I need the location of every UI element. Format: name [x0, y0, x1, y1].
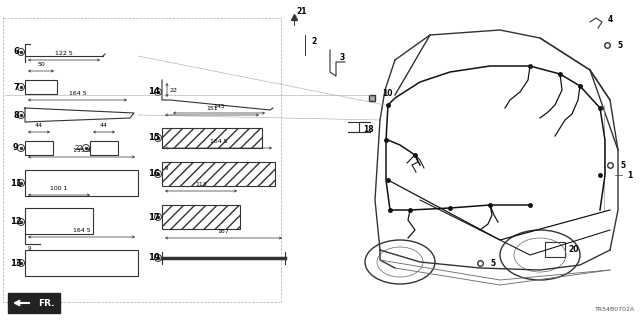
Text: 22: 22	[170, 87, 178, 92]
Text: 100 1: 100 1	[51, 186, 68, 191]
Text: 18: 18	[363, 125, 374, 134]
Text: 5: 5	[620, 161, 625, 170]
Bar	[25, 208, 93, 234]
Text: 4: 4	[608, 15, 613, 25]
Text: 12: 12	[10, 218, 22, 227]
Text: 8: 8	[13, 110, 19, 119]
Text: TR54B0702A: TR54B0702A	[595, 307, 635, 312]
Text: 164 5: 164 5	[73, 228, 90, 233]
Bar	[25, 250, 138, 276]
Bar	[90, 141, 118, 155]
Text: 9: 9	[165, 165, 168, 171]
Bar	[8, 293, 60, 313]
Text: 44: 44	[35, 123, 43, 128]
Text: 6: 6	[13, 47, 19, 57]
Text: 19: 19	[148, 253, 159, 262]
Text: 11: 11	[10, 179, 22, 188]
Bar	[162, 128, 262, 148]
Text: 151: 151	[206, 106, 218, 111]
Text: 44: 44	[100, 123, 108, 128]
Text: 13: 13	[10, 259, 22, 268]
Text: 20: 20	[568, 245, 579, 254]
Text: 22: 22	[75, 145, 84, 151]
Text: 21: 21	[296, 6, 307, 15]
Text: 16: 16	[148, 170, 160, 179]
Text: 167: 167	[218, 229, 229, 234]
Bar	[25, 80, 57, 94]
Text: 5: 5	[617, 41, 622, 50]
Text: 1: 1	[627, 171, 632, 180]
Bar	[25, 170, 138, 196]
Text: 145: 145	[213, 104, 225, 109]
Bar	[3, 18, 281, 302]
Text: 9: 9	[28, 245, 31, 251]
Text: 113: 113	[195, 182, 207, 187]
Text: 2: 2	[311, 37, 316, 46]
Text: 50: 50	[37, 62, 45, 67]
Bar	[545, 242, 565, 257]
Text: 3: 3	[340, 53, 345, 62]
Text: FR.: FR.	[38, 299, 54, 308]
Text: 7: 7	[13, 83, 19, 92]
Text: 164 5: 164 5	[210, 139, 227, 144]
Bar	[25, 141, 53, 155]
Text: 5: 5	[490, 259, 495, 268]
Text: 9: 9	[13, 143, 19, 153]
Text: 155 3: 155 3	[73, 148, 90, 153]
Text: 122 5: 122 5	[55, 51, 73, 56]
Text: 15: 15	[148, 133, 160, 142]
Text: 17: 17	[148, 212, 159, 221]
Text: 10: 10	[382, 89, 392, 98]
Text: 14: 14	[148, 87, 160, 97]
Bar	[162, 162, 275, 186]
Text: 164 5: 164 5	[68, 91, 86, 96]
Bar	[162, 205, 240, 229]
